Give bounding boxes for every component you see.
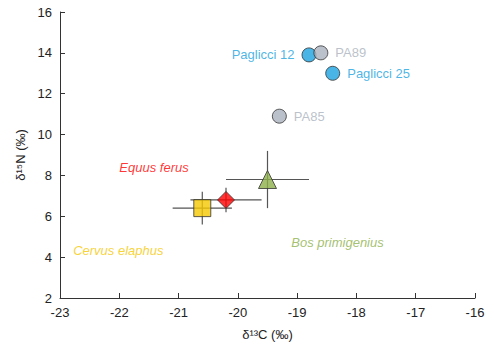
svg-text:δ¹⁵N (‰): δ¹⁵N (‰) bbox=[13, 129, 28, 181]
svg-text:4: 4 bbox=[45, 250, 52, 265]
svg-text:Cervus elaphus: Cervus elaphus bbox=[73, 243, 164, 258]
svg-text:δ¹³C (‰): δ¹³C (‰) bbox=[242, 327, 293, 342]
svg-text:-17: -17 bbox=[406, 305, 425, 320]
svg-text:PA85: PA85 bbox=[294, 109, 325, 124]
svg-text:10: 10 bbox=[38, 127, 52, 142]
svg-text:Equus ferus: Equus ferus bbox=[119, 160, 189, 175]
svg-text:14: 14 bbox=[38, 45, 52, 60]
svg-text:PA89: PA89 bbox=[335, 45, 366, 60]
svg-text:-21: -21 bbox=[169, 305, 188, 320]
svg-text:6: 6 bbox=[45, 209, 52, 224]
svg-text:8: 8 bbox=[45, 168, 52, 183]
svg-text:12: 12 bbox=[38, 86, 52, 101]
svg-text:-22: -22 bbox=[110, 305, 129, 320]
svg-text:2: 2 bbox=[45, 291, 52, 306]
svg-text:Paglicci 12: Paglicci 12 bbox=[232, 47, 295, 62]
svg-text:-23: -23 bbox=[51, 305, 70, 320]
svg-text:-16: -16 bbox=[466, 305, 485, 320]
svg-text:16: 16 bbox=[38, 5, 52, 20]
svg-text:Bos primigenius: Bos primigenius bbox=[291, 235, 384, 250]
svg-text:-20: -20 bbox=[228, 305, 247, 320]
svg-text:Paglicci 25: Paglicci 25 bbox=[347, 66, 410, 81]
svg-text:-19: -19 bbox=[288, 305, 307, 320]
svg-text:-18: -18 bbox=[347, 305, 366, 320]
